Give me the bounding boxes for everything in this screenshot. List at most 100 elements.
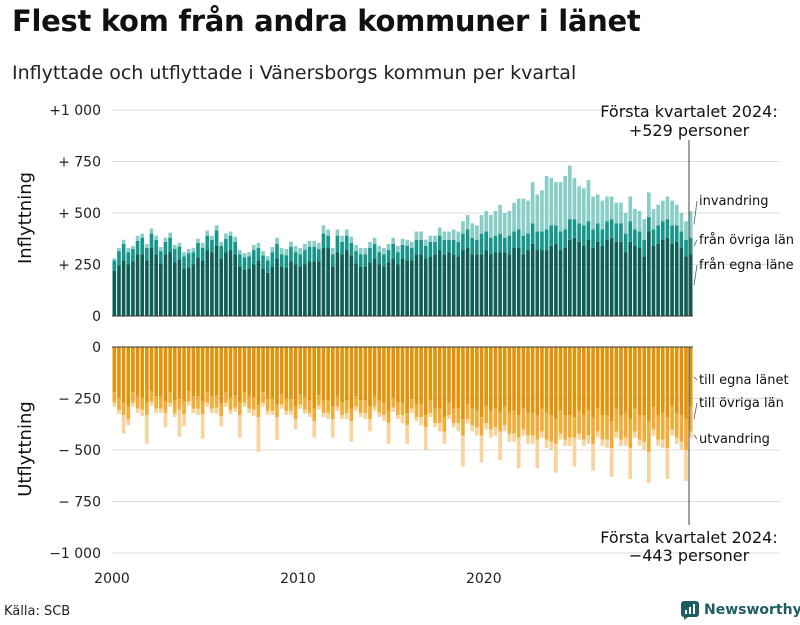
bar-in [679, 248, 684, 316]
bar-out [679, 414, 684, 442]
bar-out [526, 435, 530, 444]
bar-in [633, 245, 637, 316]
bar-out [447, 414, 451, 420]
bar-out [242, 402, 247, 407]
bar-out [442, 417, 447, 432]
bar-in [400, 258, 405, 316]
bar-out [609, 447, 614, 477]
bar-out [660, 412, 665, 440]
bar-out [158, 396, 163, 409]
bar-out [131, 392, 135, 403]
bar-in [396, 264, 400, 316]
bar-out [330, 419, 335, 438]
bar-in [168, 237, 172, 253]
bar-out [289, 398, 293, 411]
bar-out [354, 347, 358, 397]
bar-out [507, 412, 512, 434]
bar-in [572, 237, 577, 316]
bar-in [330, 248, 335, 255]
annotation-in-line2: +529 personer [629, 121, 750, 140]
bar-in [447, 239, 451, 253]
bar-in [470, 223, 475, 238]
bar-in [289, 241, 293, 247]
bar-in [535, 231, 540, 251]
bar-out [554, 347, 558, 420]
bar-out [651, 429, 656, 436]
bar-out [516, 347, 521, 415]
bar-in [382, 248, 386, 255]
bar-out [377, 347, 382, 401]
bar-out [642, 441, 647, 450]
bar-in [484, 210, 488, 232]
bar-out [372, 347, 377, 397]
bar-out [265, 347, 270, 399]
bar-out [121, 402, 126, 415]
bar-out [335, 406, 340, 411]
bar-out [293, 419, 298, 430]
bar-in [498, 233, 502, 253]
bar-in [586, 221, 591, 240]
bar-out [684, 347, 688, 420]
bar-out [317, 395, 321, 406]
label-connector [693, 239, 698, 247]
bar-in [433, 235, 437, 242]
bar-in [307, 246, 312, 262]
bar-in [679, 213, 684, 232]
bar-in [172, 244, 177, 250]
bar-out [674, 437, 679, 444]
bar-out [512, 410, 516, 434]
bar-out [400, 414, 405, 424]
bar-out [688, 406, 693, 432]
bar-in [210, 235, 214, 240]
bar-in [442, 254, 447, 316]
bar-in [145, 260, 149, 316]
bar-out [219, 416, 224, 427]
bar-in [428, 256, 433, 316]
bar-out [186, 401, 191, 406]
bar-in [321, 225, 326, 234]
bar-in [409, 241, 414, 249]
bar-out [461, 419, 465, 436]
bar-out [340, 414, 344, 420]
bar-out [614, 347, 619, 409]
bar-in [670, 225, 674, 244]
bar-out [600, 347, 605, 415]
bar-out [228, 397, 233, 410]
bar-out [609, 347, 614, 422]
bar-in [289, 261, 293, 316]
bar-in [591, 229, 595, 249]
bar-in [210, 252, 214, 316]
bar-out [391, 397, 396, 408]
bar-in [312, 246, 317, 262]
bar-out [354, 406, 358, 411]
bar-in [172, 262, 177, 316]
bar-in [684, 256, 688, 316]
bar-out [163, 347, 168, 402]
bar-in [623, 233, 628, 253]
bar-out [405, 347, 409, 413]
bar-in [591, 248, 595, 316]
bar-out [307, 400, 312, 413]
bar-in [651, 208, 656, 230]
bar-in [256, 242, 261, 249]
bar-in [637, 210, 642, 232]
bar-out [428, 347, 433, 401]
bar-in [340, 254, 344, 316]
bar-out [303, 347, 307, 398]
bar-out [614, 408, 619, 432]
bar-in [484, 250, 488, 316]
bar-in [284, 267, 289, 316]
bar-in [535, 194, 540, 232]
bar-in [558, 231, 563, 251]
bar-in [595, 194, 600, 224]
brand-logo[interactable]: Newsworthy [680, 600, 800, 620]
y-tick-label: + 250 [58, 258, 101, 274]
bar-out [149, 391, 154, 402]
bar-in [377, 252, 382, 265]
bar-in [112, 260, 117, 271]
bar-out [465, 404, 470, 420]
bar-in [540, 250, 544, 316]
bar-out [568, 347, 572, 415]
label-connector [693, 402, 698, 420]
bar-in [605, 221, 609, 240]
